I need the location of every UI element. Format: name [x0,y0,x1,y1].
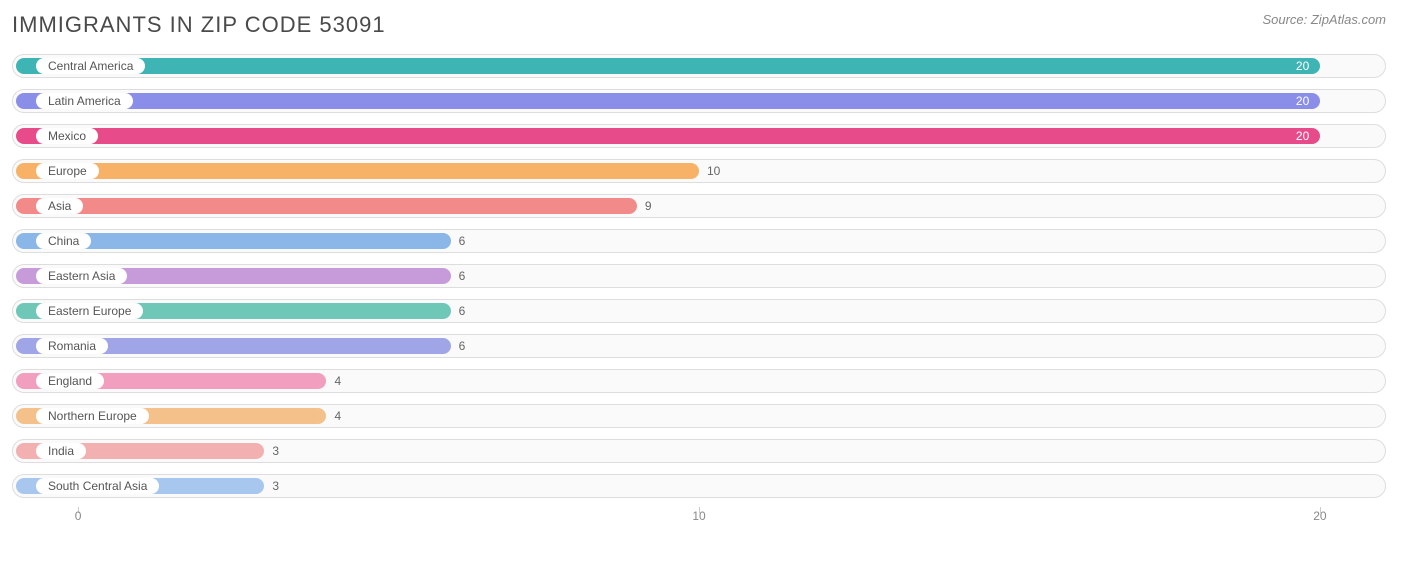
bar-row: Mexico 20 [12,124,1394,152]
bar-fill [16,128,1320,144]
chart-title: IMMIGRANTS IN ZIP CODE 53091 [12,12,386,38]
bar-fill [16,163,699,179]
bar-row: Northern Europe 4 [12,404,1394,432]
bar-marker-icon [19,306,29,316]
bar-row: Romania 6 [12,334,1394,362]
bar-value: 20 [1296,93,1309,109]
chart-header: IMMIGRANTS IN ZIP CODE 53091 Source: Zip… [12,12,1394,38]
bar-row: Eastern Europe 6 [12,299,1394,327]
bar-marker-icon [19,411,29,421]
bar-value: 6 [459,268,466,284]
bar-marker-icon [19,271,29,281]
bar-marker-icon [19,481,29,491]
bar-marker-icon [19,131,29,141]
bar-label: India [36,443,86,459]
bar-fill [16,198,637,214]
bar-row: Eastern Asia 6 [12,264,1394,292]
bar-row: China 6 [12,229,1394,257]
bar-value: 10 [707,163,720,179]
bar-label: South Central Asia [36,478,159,494]
bar-row: South Central Asia 3 [12,474,1394,502]
bar-label: Eastern Europe [36,303,143,319]
bar-row: Latin America 20 [12,89,1394,117]
bar-marker-icon [19,341,29,351]
bar-marker-icon [19,96,29,106]
bar-row: England 4 [12,369,1394,397]
bar-label: Northern Europe [36,408,149,424]
bar-value: 3 [272,478,279,494]
bar-value: 6 [459,233,466,249]
bar-value: 4 [334,408,341,424]
bar-row: Central America 20 [12,54,1394,82]
bar-label: China [36,233,91,249]
bar-marker-icon [19,201,29,211]
bar-row: Europe 10 [12,159,1394,187]
bar-marker-icon [19,61,29,71]
bar-marker-icon [19,166,29,176]
axis-tick-label: 0 [75,509,82,523]
x-axis: 0 10 20 [12,509,1394,533]
bar-label: Eastern Asia [36,268,127,284]
bar-value: 6 [459,303,466,319]
chart-source: Source: ZipAtlas.com [1262,12,1394,27]
chart-area: Central America 20 Latin America 20 Mexico 20… [12,54,1394,533]
bar-value: 20 [1296,128,1309,144]
bar-value: 3 [272,443,279,459]
bar-label: Asia [36,198,83,214]
bar-row: India 3 [12,439,1394,467]
bar-label: Latin America [36,93,133,109]
bar-fill [16,93,1320,109]
bar-label: Europe [36,163,99,179]
bar-marker-icon [19,446,29,456]
bar-label: England [36,373,104,389]
bar-marker-icon [19,236,29,246]
bar-value: 6 [459,338,466,354]
axis-tick-label: 20 [1313,509,1326,523]
bar-value: 4 [334,373,341,389]
bar-label: Romania [36,338,108,354]
axis-tick-label: 10 [692,509,705,523]
bar-row: Asia 9 [12,194,1394,222]
bar-label: Mexico [36,128,98,144]
bar-marker-icon [19,376,29,386]
bar-label: Central America [36,58,145,74]
bar-fill [16,58,1320,74]
bar-value: 20 [1296,58,1309,74]
bar-value: 9 [645,198,652,214]
